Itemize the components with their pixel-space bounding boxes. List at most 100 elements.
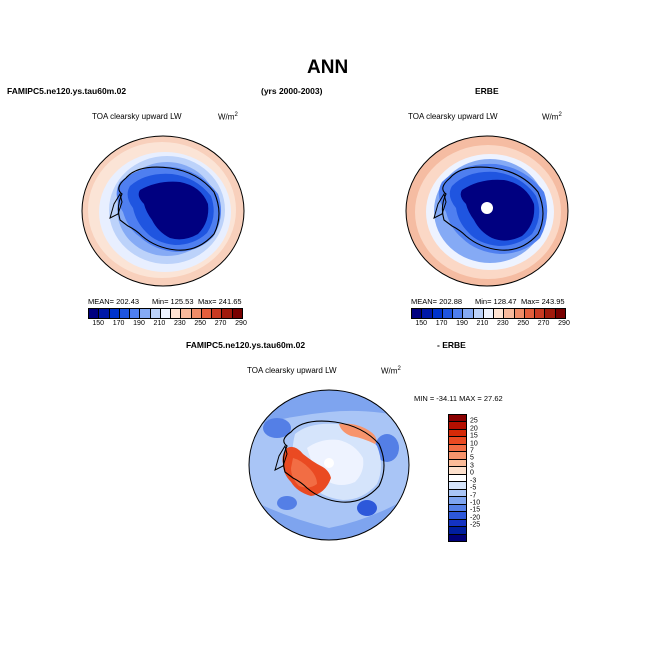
model-deep-core	[138, 181, 209, 240]
obs-colorbar	[411, 308, 566, 319]
colorbar-swatch	[449, 422, 466, 430]
obs-colorbar-ticks: 150 170 190 210 230 250 270 290	[411, 320, 570, 329]
obs-max-label: Max= 243.95	[521, 297, 565, 306]
obs-coastline	[441, 166, 544, 251]
colorbar-tick-label: 210	[476, 320, 489, 327]
colorbar-swatch	[453, 309, 464, 318]
colorbar-tick-label: 210	[153, 320, 166, 327]
colorbar-swatch	[171, 309, 182, 318]
colorbar-tick-label: 5	[470, 454, 474, 462]
colorbar-swatch	[222, 309, 233, 318]
diff-colorbar	[448, 414, 467, 542]
colorbar-swatch	[432, 309, 443, 318]
colorbar-swatch	[449, 415, 466, 423]
colorbar-swatch	[449, 527, 466, 535]
colorbar-swatch	[483, 309, 495, 318]
colorbar-tick-label: 250	[194, 320, 207, 327]
colorbar-swatch	[449, 504, 466, 513]
colorbar-swatch	[181, 309, 192, 318]
diff-polar-hole	[324, 458, 334, 468]
colorbar-swatch	[449, 512, 466, 520]
diff-units-label: W/m2	[381, 366, 401, 376]
colorbar-swatch	[463, 309, 474, 318]
colorbar-swatch	[535, 309, 546, 318]
model-polar-map	[81, 135, 245, 287]
colorbar-swatch	[109, 309, 120, 318]
obs-variable-label: TOA clearsky upward LW	[408, 112, 498, 121]
model-colorbar	[88, 308, 243, 319]
colorbar-tick-label: 150	[415, 320, 428, 327]
colorbar-swatch	[99, 309, 110, 318]
model-mean-label: MEAN= 202.43	[88, 297, 140, 306]
colorbar-swatch	[504, 309, 515, 318]
colorbar-swatch	[160, 309, 172, 318]
colorbar-swatch	[449, 452, 466, 460]
colorbar-tick-label: 230	[173, 320, 186, 327]
colorbar-swatch	[140, 309, 151, 318]
colorbar-tick-label: 25	[470, 417, 478, 425]
diff-minmax-label: MIN = -34.11 MAX = 27.62	[414, 394, 503, 403]
obs-deep-core	[460, 179, 535, 241]
colorbar-swatch	[442, 309, 454, 318]
colorbar-tick-label: -10	[470, 499, 481, 507]
colorbar-tick-label: 170	[435, 320, 448, 327]
colorbar-swatch	[449, 534, 466, 541]
obs-min-label: Min= 128.47	[475, 297, 517, 306]
colorbar-tick-label: 150	[92, 320, 105, 327]
model-coastline	[117, 166, 220, 251]
colorbar-tick-label: -20	[470, 514, 481, 522]
colorbar-tick-label: -5	[470, 484, 477, 492]
colorbar-tick-label: 190	[133, 320, 145, 327]
colorbar-tick-label: -3	[470, 477, 477, 485]
colorbar-tick-label: 270	[537, 320, 550, 327]
right-panel-header: ERBE	[475, 86, 499, 96]
colorbar-swatch	[555, 309, 565, 318]
model-min-label: Min= 125.53	[152, 297, 194, 306]
colorbar-swatch	[232, 309, 242, 318]
diff-variable-label: TOA clearsky upward LW	[247, 366, 337, 375]
colorbar-tick-label: 3	[470, 462, 474, 470]
diff-colorbar-ticks: 25 20 15 10 7 5 3 0 -3 -5 -7 -10 -15 -20 -25	[470, 414, 500, 540]
colorbar-swatch	[212, 309, 223, 318]
model-max-label: Max= 241.65	[198, 297, 242, 306]
colorbar-swatch	[201, 309, 213, 318]
colorbar-swatch	[422, 309, 433, 318]
colorbar-tick-label: 250	[517, 320, 530, 327]
diff-coastline	[282, 420, 385, 503]
colorbar-tick-label: 190	[456, 320, 468, 327]
colorbar-tick-label: 290	[235, 320, 247, 327]
diff-header-right: - ERBE	[437, 340, 466, 350]
colorbar-swatch	[449, 474, 466, 483]
colorbar-swatch	[473, 309, 484, 318]
colorbar-swatch	[449, 519, 466, 528]
colorbar-swatch	[89, 309, 100, 318]
colorbar-swatch	[449, 497, 466, 505]
colorbar-tick-label: -25	[470, 521, 481, 529]
diff-header-left: FAMIPC5.ne120.ys.tau60m.02	[186, 340, 306, 350]
colorbar-swatch	[412, 309, 423, 318]
model-variable-label: TOA clearsky upward LW	[92, 112, 182, 121]
colorbar-tick-label: 290	[558, 320, 570, 327]
model-units-label: W/m2	[218, 112, 238, 122]
colorbar-swatch	[514, 309, 525, 318]
years-header: (yrs 2000-2003)	[261, 86, 323, 96]
colorbar-swatch	[449, 467, 466, 475]
colorbar-tick-label: 230	[496, 320, 509, 327]
colorbar-swatch	[150, 309, 161, 318]
obs-units-label: W/m2	[542, 112, 562, 122]
colorbar-swatch	[449, 444, 466, 453]
colorbar-swatch	[130, 309, 141, 318]
colorbar-tick-label: 15	[470, 432, 478, 440]
colorbar-tick-label: -15	[470, 506, 481, 514]
obs-mean-label: MEAN= 202.88	[411, 297, 463, 306]
colorbar-swatch	[449, 437, 466, 445]
left-panel-header: FAMIPC5.ne120.ys.tau60m.02	[7, 86, 127, 96]
diff-polar-map	[248, 389, 410, 541]
colorbar-tick-label: 10	[470, 440, 478, 448]
model-colorbar-ticks: 150 170 190 210 230 250 270 290	[88, 320, 247, 329]
colorbar-swatch	[449, 489, 466, 498]
colorbar-tick-label: -7	[470, 492, 477, 500]
colorbar-swatch	[191, 309, 202, 318]
page-title: ANN	[307, 57, 349, 78]
colorbar-swatch	[545, 309, 556, 318]
